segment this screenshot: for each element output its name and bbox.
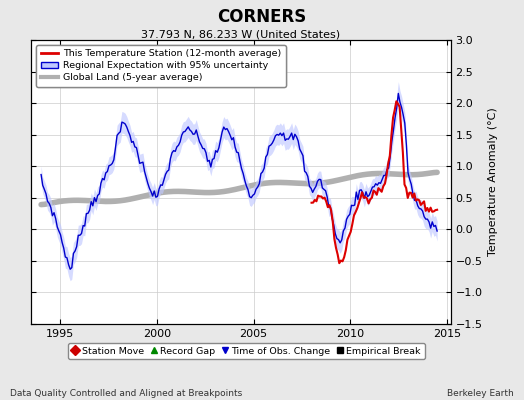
- Legend: Station Move, Record Gap, Time of Obs. Change, Empirical Break: Station Move, Record Gap, Time of Obs. C…: [68, 343, 425, 359]
- Text: Data Quality Controlled and Aligned at Breakpoints: Data Quality Controlled and Aligned at B…: [10, 389, 243, 398]
- Text: CORNERS: CORNERS: [217, 8, 307, 26]
- Title: 37.793 N, 86.233 W (United States): 37.793 N, 86.233 W (United States): [141, 29, 341, 39]
- Text: Berkeley Earth: Berkeley Earth: [447, 389, 514, 398]
- Y-axis label: Temperature Anomaly (°C): Temperature Anomaly (°C): [488, 108, 498, 256]
- Legend: This Temperature Station (12-month average), Regional Expectation with 95% uncer: This Temperature Station (12-month avera…: [36, 45, 286, 87]
